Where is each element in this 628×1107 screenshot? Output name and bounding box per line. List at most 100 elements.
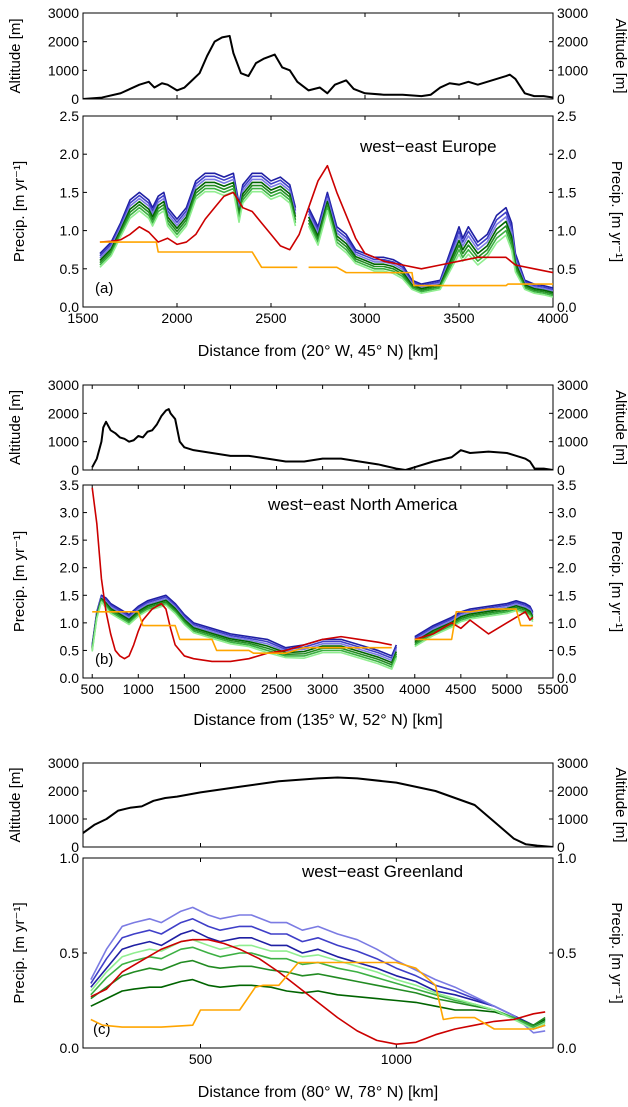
precip-axis-label: Precip. [m yr⁻¹] xyxy=(11,531,28,632)
precip-y-tick-label: 2.5 xyxy=(60,532,80,548)
altitude-series xyxy=(83,34,553,99)
precip-y-tick-label-right: 1.5 xyxy=(557,184,577,200)
altitude-axis-label-right: Altitude [m] xyxy=(612,18,628,93)
precip-line-5 xyxy=(90,946,546,1028)
precip-y-tick-label-right: 0.5 xyxy=(557,642,577,658)
precip-y-tick-label: 2.5 xyxy=(60,108,80,124)
altitude-axis-label: Altitude [m] xyxy=(7,18,24,93)
alt-y-tick-label: 1000 xyxy=(48,434,79,450)
precip-axis-label: Precip. [m yr⁻¹] xyxy=(11,902,28,1003)
alt-y-tick-label-right: 2000 xyxy=(557,405,588,421)
precip-y-tick-label-right: 0.0 xyxy=(557,299,577,315)
precip-y-tick-label: 0.5 xyxy=(60,642,80,658)
precip-line-1 xyxy=(91,595,534,659)
x-tick-label: 2000 xyxy=(161,310,192,326)
precip-y-tick-label-right: 0.5 xyxy=(557,261,577,277)
alt-y-tick-label-right: 1000 xyxy=(557,811,588,827)
panel-letter: (c) xyxy=(93,1021,111,1038)
alt-y-tick-label: 3000 xyxy=(48,5,79,21)
alt-y-tick-label-right: 2000 xyxy=(557,783,588,799)
x-tick-label: 3000 xyxy=(349,310,380,326)
alt-y-tick-label: 1000 xyxy=(48,62,79,78)
panel-c: 500 1000 0 0 1000 1000 2000 2000 3000 3000 0.0 0.0 0… xyxy=(7,755,628,1101)
alt-y-tick-label-right: 2000 xyxy=(557,34,588,50)
precip-y-tick-label-right: 1.0 xyxy=(557,850,577,866)
precip-axis-label: Precip. [m yr⁻¹] xyxy=(11,161,28,262)
precip-y-tick-label-right: 2.5 xyxy=(557,108,577,124)
precip-axis-label-right: Precip. [m yr⁻¹] xyxy=(608,531,625,632)
altitude-series xyxy=(83,776,553,847)
x-tick-label: 1000 xyxy=(123,681,154,697)
alt-y-tick-label: 3000 xyxy=(48,377,79,393)
alt-y-tick-label: 1000 xyxy=(48,811,79,827)
x-tick-label: 4000 xyxy=(537,310,568,326)
panel-b: 500 1000 1500 2000 2500 3000 3500 4000 4500 5000 5… xyxy=(7,377,628,729)
alt-y-tick-label-right: 0 xyxy=(557,839,565,855)
x-tick-label: 5500 xyxy=(537,681,568,697)
precip-y-tick-label-right: 0.0 xyxy=(557,670,577,686)
precip-y-tick-label: 0.0 xyxy=(60,299,80,315)
precip-series xyxy=(91,487,534,670)
x-tick-label: 500 xyxy=(81,681,105,697)
panel-title: west−east Europe xyxy=(359,137,497,156)
x-tick-label: 3500 xyxy=(353,681,384,697)
alt-y-tick-label-right: 3000 xyxy=(557,755,588,771)
x-tick-label: 500 xyxy=(189,1051,213,1067)
alt-y-tick-label: 0 xyxy=(71,839,79,855)
x-tick-label: 2500 xyxy=(261,681,292,697)
precip-y-tick-label: 1.5 xyxy=(60,184,80,200)
precip-y-tick-label: 0.5 xyxy=(60,261,80,277)
panel-letter: (a) xyxy=(95,280,113,297)
x-axis-label: Distance from (80° W, 78° N) [km] xyxy=(198,1084,438,1101)
panel-title: west−east Greenland xyxy=(301,862,463,881)
x-tick-label: 2000 xyxy=(215,681,246,697)
precip-y-tick-label: 2.0 xyxy=(60,146,80,162)
precip-line-5 xyxy=(91,600,534,668)
precip-y-tick-label: 2.0 xyxy=(60,560,80,576)
precip-line-2 xyxy=(90,906,546,1034)
alt-y-tick-label: 3000 xyxy=(48,755,79,771)
alt-y-tick-label: 2000 xyxy=(48,783,79,799)
precip-line-6 xyxy=(90,938,546,1030)
altitude-line xyxy=(83,776,553,847)
alt-y-tick-label-right: 1000 xyxy=(557,62,588,78)
altitude-frame xyxy=(82,384,554,471)
x-tick-label: 1500 xyxy=(67,310,98,326)
alt-y-tick-label: 2000 xyxy=(48,405,79,421)
precip-line-7 xyxy=(90,938,546,1045)
x-tick-label: 2500 xyxy=(255,310,286,326)
precip-y-tick-label-right: 3.5 xyxy=(557,477,577,493)
alt-y-tick-label: 0 xyxy=(71,91,79,107)
alt-y-tick-label: 0 xyxy=(71,462,79,478)
x-axis-label: Distance from (20° W, 45° N) [km] xyxy=(198,343,438,360)
x-tick-label: 3500 xyxy=(443,310,474,326)
precip-line-0 xyxy=(99,172,553,289)
x-axis-label: Distance from (135° W, 52° N) [km] xyxy=(193,712,442,729)
precip-line-0 xyxy=(90,929,546,1026)
precip-frame xyxy=(82,115,554,308)
x-tick-label: 4000 xyxy=(399,681,430,697)
precip-y-tick-label: 3.5 xyxy=(60,477,80,493)
precip-y-tick-label: 0.0 xyxy=(60,1040,80,1056)
precip-line-6 xyxy=(99,190,553,298)
precip-line-7 xyxy=(91,487,534,663)
precip-y-tick-label-right: 2.0 xyxy=(557,146,577,162)
precip-series xyxy=(90,906,546,1045)
precip-y-tick-label-right: 1.0 xyxy=(557,615,577,631)
altitude-line xyxy=(91,408,553,470)
precip-y-tick-label: 1.0 xyxy=(60,223,80,239)
precip-y-tick-label-right: 0.0 xyxy=(557,1040,577,1056)
precip-y-tick-label-right: 3.0 xyxy=(557,505,577,521)
precip-y-tick-label: 0.0 xyxy=(60,670,80,686)
x-tick-label: 1000 xyxy=(381,1051,412,1067)
altitude-frame xyxy=(82,12,554,100)
precip-y-tick-label: 0.5 xyxy=(60,945,80,961)
precip-y-tick-label-right: 2.5 xyxy=(557,532,577,548)
precip-line-0 xyxy=(91,594,534,657)
precip-series xyxy=(99,164,553,298)
precip-line-3 xyxy=(91,597,534,664)
precip-frame xyxy=(82,484,554,679)
alt-y-tick-label: 2000 xyxy=(48,34,79,50)
precip-line-4 xyxy=(90,959,546,1026)
